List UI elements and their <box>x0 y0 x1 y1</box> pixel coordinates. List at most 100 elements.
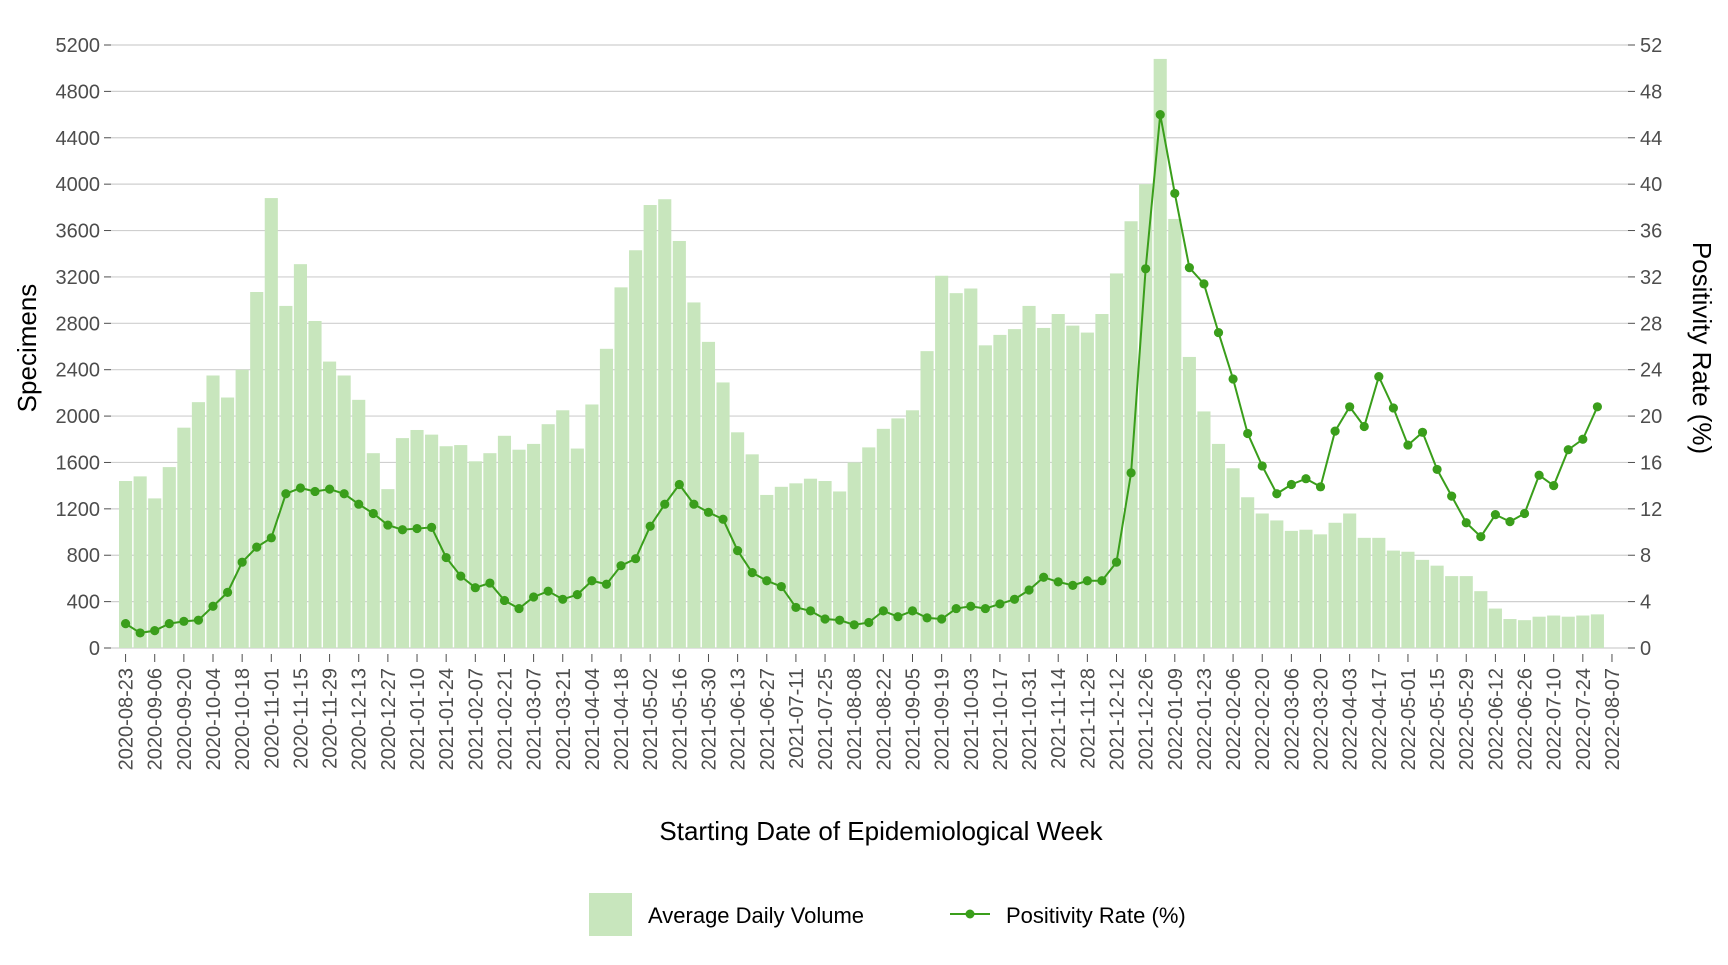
x-tick-label: 2022-02-20 <box>1252 668 1274 770</box>
positivity-point <box>456 571 466 581</box>
bar <box>760 494 774 648</box>
positivity-point <box>441 552 451 563</box>
positivity-point <box>1490 510 1500 520</box>
positivity-point <box>208 601 218 611</box>
positivity-point <box>266 533 276 543</box>
bar <box>337 375 351 648</box>
x-tick-label: 2022-04-17 <box>1369 668 1391 770</box>
bar <box>1037 327 1051 648</box>
x-tick-label: 2021-08-22 <box>873 668 895 770</box>
x-tick-label: 2021-03-07 <box>524 668 546 770</box>
y-tick-label: 3200 <box>56 267 101 289</box>
positivity-point <box>1301 474 1311 484</box>
x-tick-label: 2021-12-12 <box>1107 668 1129 770</box>
positivity-point <box>1563 445 1573 455</box>
x-tick-label: 2021-05-30 <box>698 668 720 770</box>
bar <box>905 410 920 648</box>
positivity-point <box>966 601 976 611</box>
bar <box>1299 529 1313 648</box>
bar <box>1182 356 1196 648</box>
bar <box>1270 520 1284 648</box>
bar <box>410 429 424 648</box>
y2-tick-label: 20 <box>1640 406 1662 428</box>
positivity-point <box>1213 327 1224 338</box>
positivity-point <box>1388 403 1398 413</box>
bar <box>789 483 803 648</box>
positivity-point <box>805 606 816 616</box>
positivity-point <box>674 479 684 490</box>
bar <box>701 341 716 648</box>
bar <box>206 375 220 648</box>
legend: Average Daily Volume Positivity Rate (%) <box>589 893 1186 936</box>
bar <box>614 287 628 648</box>
y-axis-title: Specimens <box>12 284 42 413</box>
positivity-point <box>310 486 320 497</box>
bar <box>1415 559 1430 648</box>
bar <box>978 345 992 648</box>
x-tick-label: 2022-01-23 <box>1194 668 1216 770</box>
positivity-point <box>1272 489 1282 499</box>
bar <box>1124 221 1138 648</box>
positivity-point <box>601 579 612 589</box>
bar <box>1211 443 1226 648</box>
positivity-point <box>558 594 568 604</box>
bar <box>570 448 584 648</box>
bar <box>556 410 570 648</box>
bar <box>381 489 395 648</box>
x-axis: 2020-08-23 2020-09-06 2020-09-20 2020-10-04… <box>116 654 1624 770</box>
bar <box>629 250 643 648</box>
x-tick-label: 2021-05-16 <box>669 668 691 770</box>
positivity-point <box>572 590 582 600</box>
bar <box>133 476 147 648</box>
positivity-point <box>1447 491 1457 501</box>
positivity-point <box>733 545 743 556</box>
positivity-point <box>1141 264 1151 274</box>
positivity-point <box>1155 109 1165 120</box>
positivity-point <box>1126 468 1136 478</box>
y-tick-label: 1200 <box>56 499 101 521</box>
bar <box>1080 332 1094 648</box>
x-tick-label: 2022-05-01 <box>1398 668 1420 770</box>
positivity-point <box>499 595 510 606</box>
bar <box>1343 513 1357 648</box>
positivity-point <box>281 489 291 499</box>
y2-tick-label: 44 <box>1640 128 1662 150</box>
bar <box>774 486 788 648</box>
y-tick-label: 4800 <box>56 81 101 103</box>
positivity-point <box>1097 576 1107 586</box>
bar <box>643 205 657 648</box>
positivity-point <box>1184 263 1194 273</box>
positivity-point <box>252 542 262 552</box>
x-tick-label: 2020-11-15 <box>290 668 312 769</box>
legend-label-positivity: Positivity Rate (%) <box>1006 903 1186 928</box>
y2-tick-label: 48 <box>1640 81 1662 103</box>
bar <box>818 481 832 648</box>
x-tick-label: 2020-12-13 <box>349 668 371 770</box>
positivity-line <box>120 109 1602 638</box>
bar <box>541 424 555 648</box>
bar <box>1576 615 1590 648</box>
bar <box>1445 576 1459 648</box>
positivity-point <box>703 507 714 517</box>
bar <box>1430 565 1444 648</box>
x-tick-label: 2020-10-18 <box>232 668 254 770</box>
positivity-point <box>1257 461 1267 471</box>
positivity-point <box>1315 482 1326 492</box>
positivity-point <box>1519 508 1530 519</box>
positivity-point <box>485 578 495 588</box>
positivity-point <box>426 522 437 533</box>
x-tick-label: 2021-01-10 <box>407 668 429 770</box>
positivity-point <box>1243 428 1253 439</box>
bar <box>1532 616 1546 648</box>
y2-tick-label: 4 <box>1640 592 1651 614</box>
positivity-point <box>1432 464 1442 475</box>
bar <box>454 445 468 648</box>
positivity-point <box>1068 580 1078 590</box>
positivity-point <box>1549 481 1559 491</box>
positivity-point <box>1403 440 1413 450</box>
positivity-point <box>1359 421 1369 432</box>
positivity-point <box>383 520 393 530</box>
bar <box>1284 530 1298 648</box>
x-tick-label: 2021-09-05 <box>902 668 924 770</box>
positivity-point <box>543 586 553 596</box>
